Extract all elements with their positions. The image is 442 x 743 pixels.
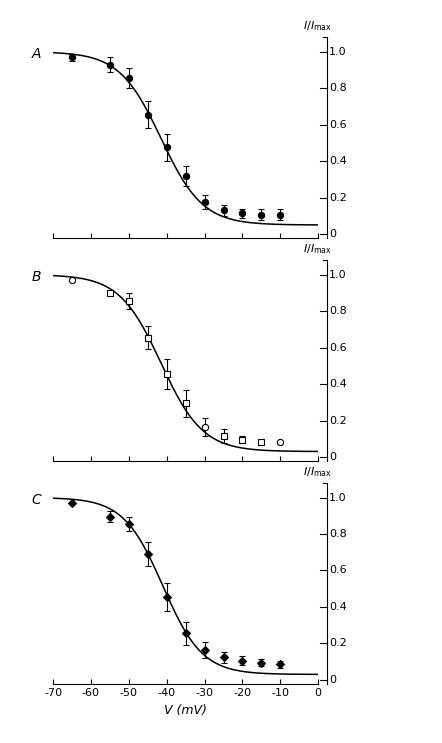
Text: 0.8: 0.8	[329, 529, 347, 539]
X-axis label: V (mV): V (mV)	[164, 704, 207, 717]
Text: 0.8: 0.8	[329, 306, 347, 316]
Text: 0.4: 0.4	[329, 156, 347, 166]
Text: $I/I_{\mathrm{max}}$: $I/I_{\mathrm{max}}$	[303, 19, 332, 33]
Text: 1.0: 1.0	[329, 270, 347, 279]
Text: 0.4: 0.4	[329, 602, 347, 612]
Text: 1.0: 1.0	[329, 493, 347, 502]
Text: $I/I_{\mathrm{max}}$: $I/I_{\mathrm{max}}$	[303, 465, 332, 479]
Text: 0.8: 0.8	[329, 83, 347, 93]
Text: 0.2: 0.2	[329, 638, 347, 649]
Text: 1.0: 1.0	[329, 47, 347, 56]
Text: 0.6: 0.6	[329, 120, 347, 130]
Text: C: C	[32, 493, 42, 507]
Text: 0.6: 0.6	[329, 343, 347, 353]
Text: $I/I_{\mathrm{max}}$: $I/I_{\mathrm{max}}$	[303, 242, 332, 256]
Text: 0: 0	[329, 452, 336, 462]
Text: 0.2: 0.2	[329, 192, 347, 203]
Text: 0.6: 0.6	[329, 565, 347, 576]
Text: 0: 0	[329, 229, 336, 239]
Text: 0: 0	[329, 675, 336, 685]
Text: 0.2: 0.2	[329, 415, 347, 426]
Text: 0.4: 0.4	[329, 379, 347, 389]
Text: B: B	[32, 270, 41, 284]
Text: A: A	[32, 47, 41, 61]
